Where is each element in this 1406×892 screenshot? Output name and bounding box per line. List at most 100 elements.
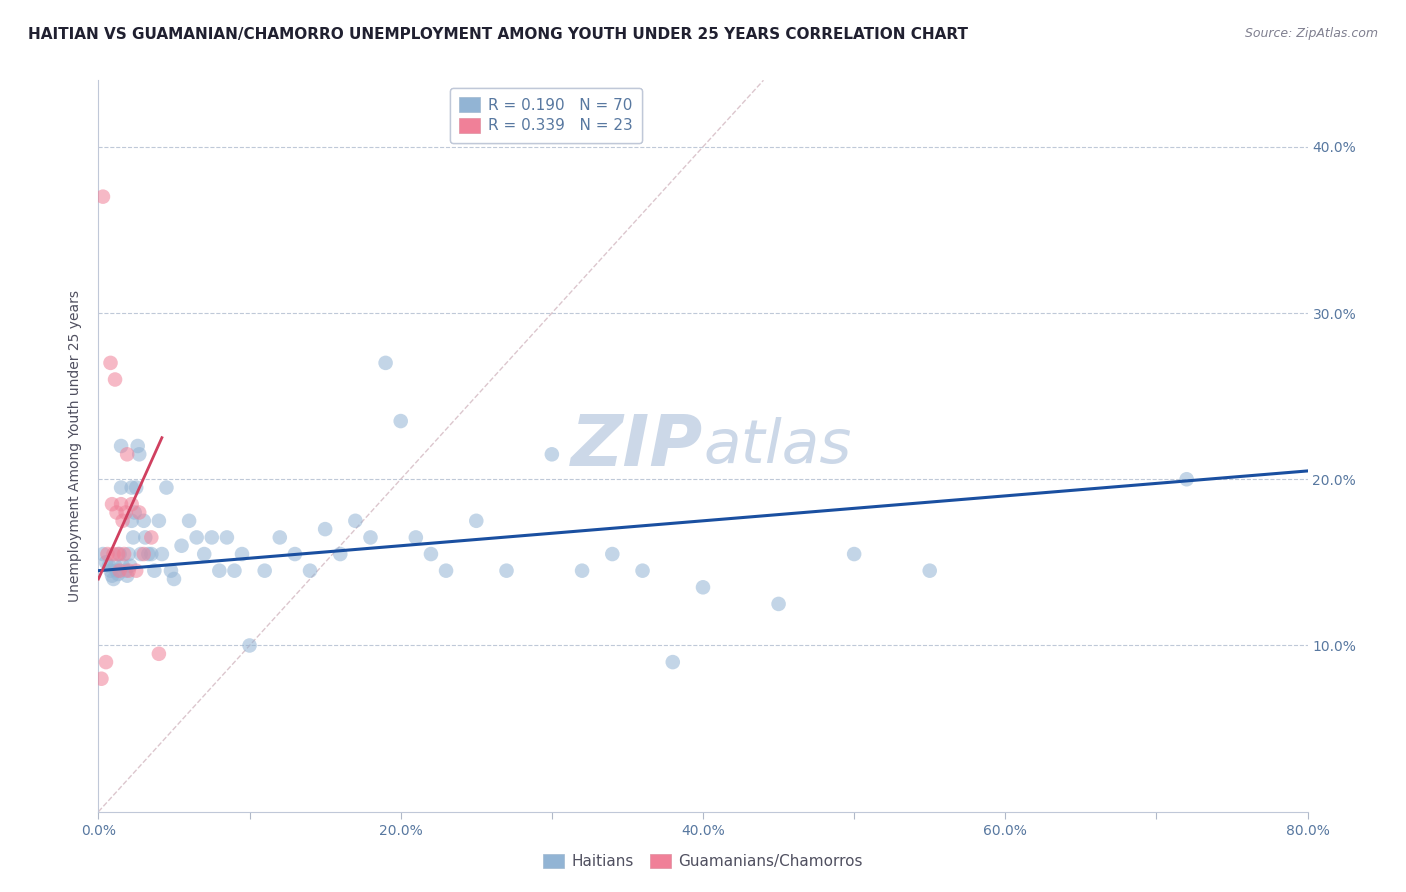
Point — [115, 568, 138, 582]
Point — [224, 564, 246, 578]
Point — [94, 655, 117, 669]
Point — [434, 564, 457, 578]
Point — [143, 564, 166, 578]
Point — [389, 414, 412, 428]
Point — [94, 555, 117, 569]
Point — [114, 506, 136, 520]
Point — [103, 572, 125, 586]
Point — [844, 547, 866, 561]
Point — [661, 655, 683, 669]
Point — [215, 530, 238, 544]
Point — [111, 514, 134, 528]
Point — [374, 356, 396, 370]
Point — [134, 530, 156, 544]
Point — [150, 547, 173, 561]
Point — [108, 547, 131, 561]
Point — [101, 497, 124, 511]
Point — [329, 547, 352, 561]
Point — [768, 597, 790, 611]
Point — [118, 547, 141, 561]
Point — [110, 439, 132, 453]
Point — [208, 564, 231, 578]
Point — [90, 672, 112, 686]
Point — [96, 547, 118, 561]
Point — [231, 547, 253, 561]
Point — [91, 547, 114, 561]
Point — [193, 547, 215, 561]
Point — [571, 564, 593, 578]
Point — [124, 506, 146, 520]
Legend: Haitians, Guamanians/Chamorros: Haitians, Guamanians/Chamorros — [537, 847, 869, 875]
Point — [107, 547, 129, 561]
Point — [103, 547, 125, 561]
Point — [121, 514, 143, 528]
Point — [344, 514, 367, 528]
Point — [98, 558, 121, 573]
Point — [125, 481, 148, 495]
Point — [420, 547, 443, 561]
Point — [239, 639, 262, 653]
Point — [105, 564, 128, 578]
Point — [110, 497, 132, 511]
Point — [179, 514, 201, 528]
Point — [118, 564, 141, 578]
Point — [465, 514, 488, 528]
Point — [141, 547, 163, 561]
Point — [201, 530, 224, 544]
Point — [120, 558, 142, 573]
Point — [155, 481, 177, 495]
Point — [111, 558, 134, 573]
Text: HAITIAN VS GUAMANIAN/CHAMORRO UNEMPLOYMENT AMONG YOUTH UNDER 25 YEARS CORRELATIO: HAITIAN VS GUAMANIAN/CHAMORRO UNEMPLOYME… — [28, 27, 969, 42]
Point — [253, 564, 276, 578]
Point — [136, 547, 159, 561]
Point — [112, 547, 135, 561]
Point — [314, 522, 336, 536]
Point — [918, 564, 941, 578]
Text: atlas: atlas — [703, 417, 852, 475]
Point — [128, 447, 150, 461]
Point — [299, 564, 322, 578]
Point — [1175, 472, 1198, 486]
Point — [160, 564, 183, 578]
Point — [170, 539, 193, 553]
Point — [122, 530, 145, 544]
Point — [148, 514, 170, 528]
Text: ZIP: ZIP — [571, 411, 703, 481]
Point — [132, 547, 155, 561]
Point — [115, 447, 138, 461]
Point — [104, 558, 127, 573]
Point — [495, 564, 517, 578]
Point — [91, 189, 114, 203]
Point — [132, 514, 155, 528]
Point — [121, 481, 143, 495]
Point — [631, 564, 654, 578]
Point — [269, 530, 291, 544]
Point — [104, 372, 127, 386]
Point — [127, 439, 149, 453]
Point — [100, 564, 122, 578]
Legend: R = 0.190   N = 70, R = 0.339   N = 23: R = 0.190 N = 70, R = 0.339 N = 23 — [450, 88, 643, 143]
Point — [148, 647, 170, 661]
Point — [129, 547, 152, 561]
Point — [110, 481, 132, 495]
Point — [360, 530, 382, 544]
Point — [107, 567, 129, 582]
Point — [105, 506, 128, 520]
Point — [284, 547, 307, 561]
Point — [186, 530, 208, 544]
Point — [405, 530, 427, 544]
Point — [114, 564, 136, 578]
Y-axis label: Unemployment Among Youth under 25 years: Unemployment Among Youth under 25 years — [69, 290, 83, 602]
Point — [163, 572, 186, 586]
Point — [692, 580, 714, 594]
Point — [101, 568, 124, 582]
Point — [128, 506, 150, 520]
Point — [121, 497, 143, 511]
Point — [602, 547, 624, 561]
Point — [108, 564, 131, 578]
Point — [100, 356, 122, 370]
Point — [125, 564, 148, 578]
Text: Source: ZipAtlas.com: Source: ZipAtlas.com — [1244, 27, 1378, 40]
Point — [141, 530, 163, 544]
Point — [540, 447, 562, 461]
